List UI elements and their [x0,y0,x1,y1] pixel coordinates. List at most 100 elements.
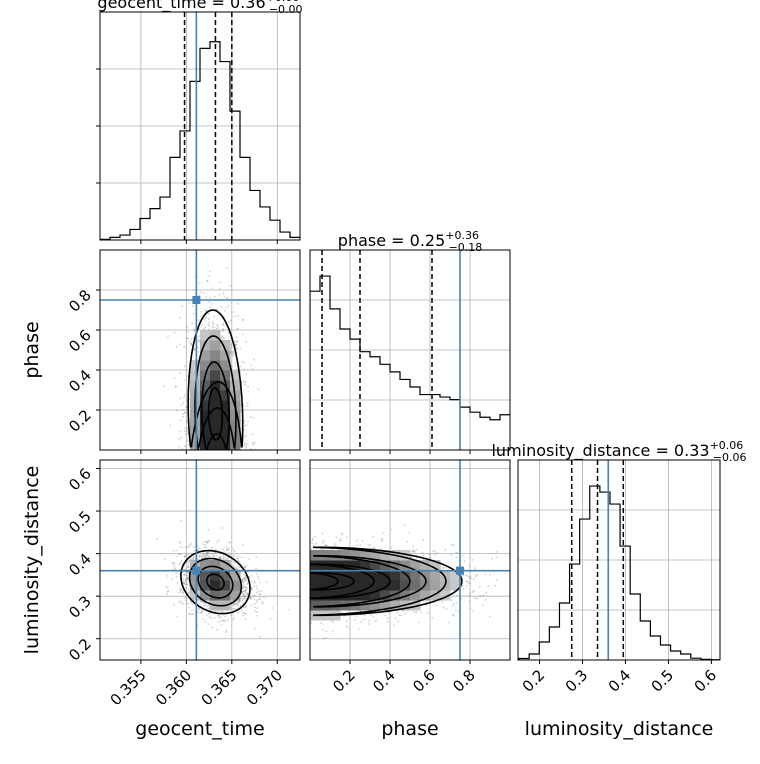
sample-point [184,411,186,413]
sample-point [173,604,175,606]
sample-point [311,542,313,544]
sample-point [391,529,393,531]
sample-point [180,541,182,543]
sample-point [186,421,188,423]
sample-point [469,575,471,577]
sample-point [184,365,186,367]
sample-point [176,346,178,348]
sample-point [205,546,207,548]
title-value: geocent_time = 0.36 [97,0,265,13]
sample-point [215,552,217,554]
sample-point [204,319,206,321]
sample-point [259,596,261,598]
sample-point [358,628,360,630]
sample-point [204,327,206,329]
sample-point [247,405,249,407]
sample-point [193,330,195,332]
sample-point [247,391,249,393]
sample-point [251,605,253,607]
sample-point [245,381,247,383]
sample-point [444,549,446,551]
sample-point [190,343,192,345]
sample-point [256,592,258,594]
sample-point [217,610,219,612]
sample-point [179,431,181,433]
sample-point [384,615,386,617]
sample-point [198,341,200,343]
density-cell [210,590,221,601]
sample-point [221,527,223,529]
sample-point [474,567,476,569]
panel-content [309,460,510,660]
sample-point [222,324,224,326]
sample-point [253,598,255,600]
sample-point [214,326,216,328]
density-cell [210,350,221,361]
sample-point [233,554,235,556]
sample-point [234,343,236,345]
sample-point [434,554,436,556]
sample-point [241,597,243,599]
sample-point [179,589,181,591]
sample-point [315,543,317,545]
sample-point [200,291,202,293]
sample-point [334,545,336,547]
sample-point [240,428,242,430]
sample-point [469,608,471,610]
sample-point [234,316,236,318]
sample-point [234,341,236,343]
density-cell [210,560,221,571]
sample-point [231,561,233,563]
sample-point [246,588,248,590]
sample-point [183,579,185,581]
sample-point [223,611,225,613]
sample-point [186,326,188,328]
sample-point [179,372,181,374]
sample-point [250,416,252,418]
sample-point [452,614,454,616]
sample-point [203,328,205,330]
sample-point [314,536,316,538]
sample-point [230,346,232,348]
sample-point [341,534,343,536]
sample-point [174,331,176,333]
sample-point [181,602,183,604]
sample-point [209,297,211,299]
density-cell [210,420,221,431]
sample-point [241,580,243,582]
density-cell [200,560,211,571]
sample-point [187,603,189,605]
sample-point [208,540,210,542]
sample-point [252,368,254,370]
sample-point [189,613,191,615]
sample-point [244,384,246,386]
sample-point [260,590,262,592]
sample-point [185,600,187,602]
sample-point [240,365,242,367]
sample-point [485,592,487,594]
sample-point [191,338,193,340]
sample-point [186,583,188,585]
sample-point [187,563,189,565]
sample-point [211,626,213,628]
sample-point [175,567,177,569]
sample-point [232,355,234,357]
sample-point [363,619,365,621]
sample-point [253,359,255,361]
sample-point [242,600,244,602]
sample-point [179,562,181,564]
sample-point [183,597,185,599]
sample-point [206,553,208,555]
sample-point [204,621,206,623]
hist-panel-geocent_time: geocent_time = 0.36+0.00−0.00 [96,0,303,244]
sample-point [485,573,487,575]
sample-point [404,613,406,615]
sample-point [206,542,208,544]
sample-point [201,315,203,317]
sample-point [208,318,210,320]
sample-point [179,317,181,319]
sample-point [237,605,239,607]
sample-point [181,404,183,406]
sample-point [247,386,249,388]
sample-point [472,610,474,612]
